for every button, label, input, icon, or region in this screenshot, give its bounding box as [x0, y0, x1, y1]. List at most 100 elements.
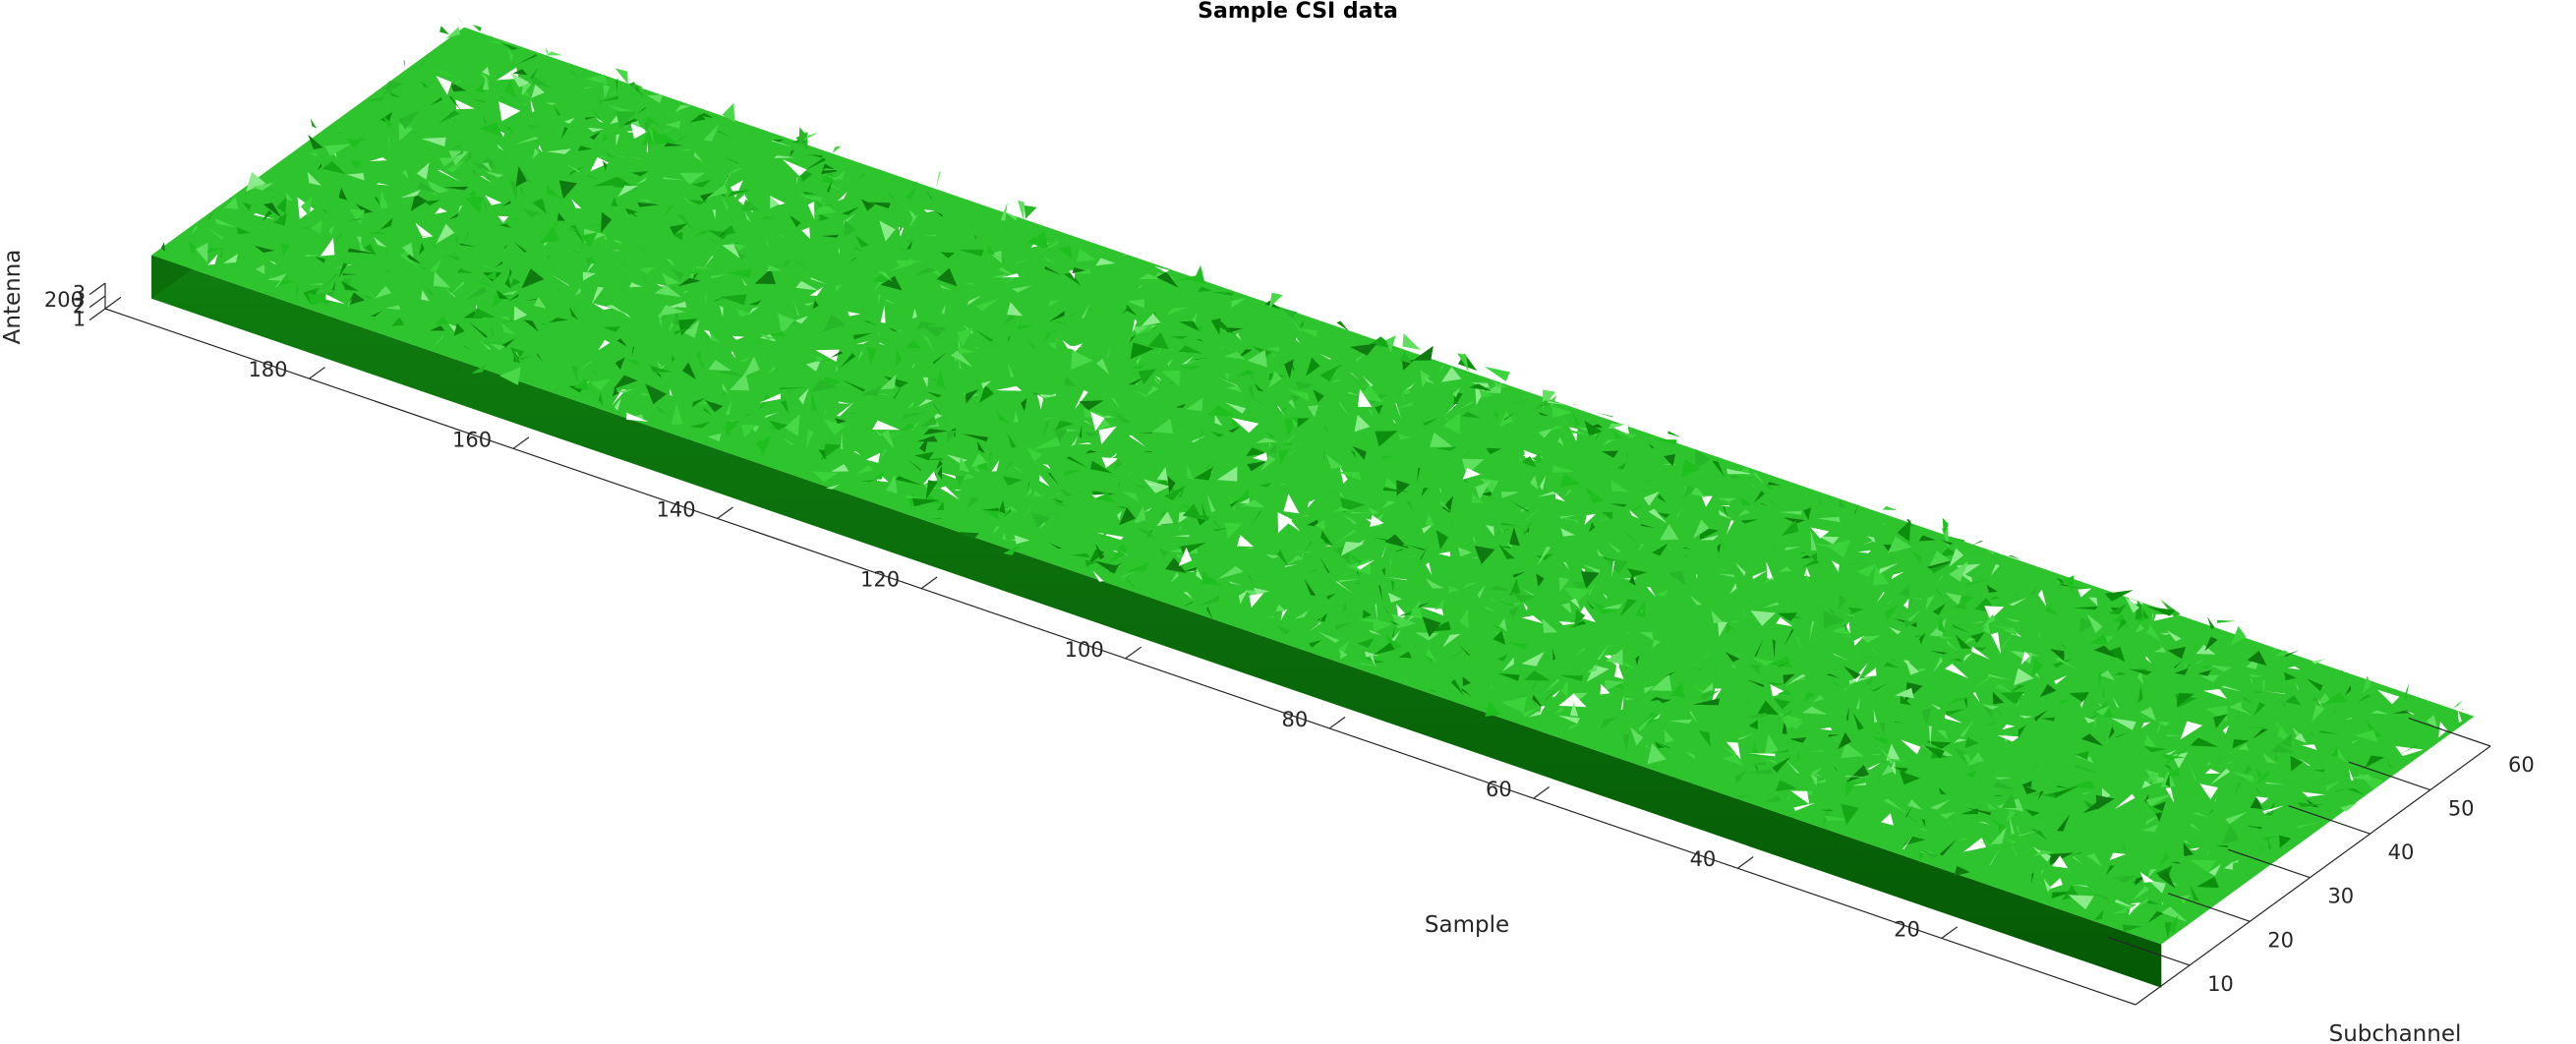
surface-facet: [699, 192, 715, 202]
surface-facet: [1575, 647, 1586, 657]
surface-facet: [1838, 731, 1851, 750]
surface-facet: [500, 319, 515, 323]
surface-facet: [804, 157, 827, 171]
surface-facet: [616, 156, 641, 159]
surface-facet: [1122, 251, 1138, 257]
surface-facet: [1712, 460, 1725, 478]
surface-facet: [590, 378, 612, 391]
surface-facet: [725, 421, 740, 436]
surface-facet: [866, 346, 877, 366]
surface-facet: [627, 131, 641, 133]
surface-facet: [586, 256, 597, 265]
surface-facet: [2015, 812, 2018, 817]
surface-facet: [722, 102, 735, 123]
surface-facet: [1190, 312, 1198, 324]
surface-facet: [1259, 455, 1276, 472]
surface-facet: [861, 199, 875, 211]
surface-facet: [2130, 898, 2149, 913]
surface-facet: [1962, 838, 1986, 852]
surface-facet: [490, 326, 497, 340]
surface-facet: [954, 489, 963, 491]
surface-facet: [380, 217, 393, 230]
surface-facet: [1654, 438, 1677, 444]
surface-facet: [2112, 697, 2120, 708]
surface-facet: [1493, 625, 1512, 634]
surface-facet: [880, 305, 886, 323]
surface-facet: [1620, 695, 1624, 710]
surface-facet: [1904, 659, 1919, 675]
surface-facet: [2031, 586, 2038, 595]
surface-facet: [359, 295, 374, 300]
surface-facet: [286, 193, 294, 202]
surface-facet: [1500, 599, 1506, 601]
x-tick-20: [1941, 926, 1959, 939]
surface-facet: [2395, 745, 2424, 757]
surface-facet: [1711, 609, 1724, 623]
surface-facet: [1668, 431, 1681, 437]
surface-facet: [1612, 424, 1629, 435]
surface-facet: [1881, 764, 1895, 777]
surface-facet: [2080, 733, 2104, 746]
surface-facet: [1997, 735, 2020, 742]
surface-facet: [662, 177, 684, 181]
surface-facet: [2190, 737, 2219, 747]
surface-facet: [2354, 729, 2378, 743]
surface-facet: [277, 279, 296, 287]
surface-facet: [2220, 685, 2243, 692]
surface-facet: [2282, 701, 2286, 707]
surface-facet: [2295, 681, 2299, 691]
surface-facet: [1630, 726, 1644, 746]
surface-facet: [1750, 665, 1760, 674]
surface-facet: [706, 184, 729, 199]
surface-facet: [1126, 304, 1138, 317]
surface-facet: [1225, 373, 1230, 383]
surface-facet: [895, 192, 899, 194]
surface-facet: [2252, 728, 2268, 739]
surface-facet: [1729, 664, 1737, 668]
surface-facet: [707, 433, 722, 442]
surface-facet: [1341, 541, 1365, 556]
surface-facet: [2115, 675, 2119, 681]
surface-facet: [1049, 311, 1065, 322]
surface-facet: [510, 116, 513, 118]
surface-facet: [696, 351, 702, 367]
surface-facet: [1752, 472, 1767, 487]
surface-facet: [611, 91, 616, 96]
surface-facet: [1985, 722, 1998, 725]
surface-facet: [1641, 609, 1643, 613]
surface-facet: [1938, 548, 1958, 557]
surface-facet: [2116, 618, 2128, 632]
surface-facet: [1066, 456, 1087, 468]
surface-facet: [1026, 230, 1050, 251]
csi-isosurface: [151, 16, 2475, 988]
surface-facet: [1332, 459, 1337, 464]
surface-facet: [2001, 792, 2018, 809]
surface-facet: [2334, 784, 2358, 792]
surface-facet: [1159, 548, 1169, 558]
surface-facet: [2363, 675, 2371, 694]
surface-facet: [356, 236, 362, 246]
surface-facet: [1276, 625, 1291, 635]
surface-facet: [1689, 711, 1699, 725]
surface-facet: [722, 381, 729, 394]
surface-facet: [1393, 549, 1404, 552]
surface-facet: [436, 76, 452, 95]
surface-facet: [1921, 819, 1926, 828]
surface-facet: [1895, 687, 1914, 699]
surface-facet: [336, 132, 348, 135]
surface-facet: [1645, 744, 1650, 749]
surface-facet: [1865, 675, 1873, 686]
surface-facet: [2022, 696, 2037, 705]
surface-facet: [2273, 750, 2279, 761]
surface-facet: [856, 174, 868, 180]
surface-facet: [498, 96, 512, 106]
surface-facet: [615, 111, 638, 129]
surface-facet: [1885, 604, 1900, 622]
surface-facet: [1740, 519, 1759, 524]
surface-facet: [1805, 749, 1825, 752]
surface-facet: [2361, 764, 2369, 769]
surface-facet: [1900, 595, 1923, 601]
surface-facet: [1947, 640, 1959, 652]
surface-facet: [1338, 579, 1360, 583]
surface-facet: [2052, 658, 2074, 668]
